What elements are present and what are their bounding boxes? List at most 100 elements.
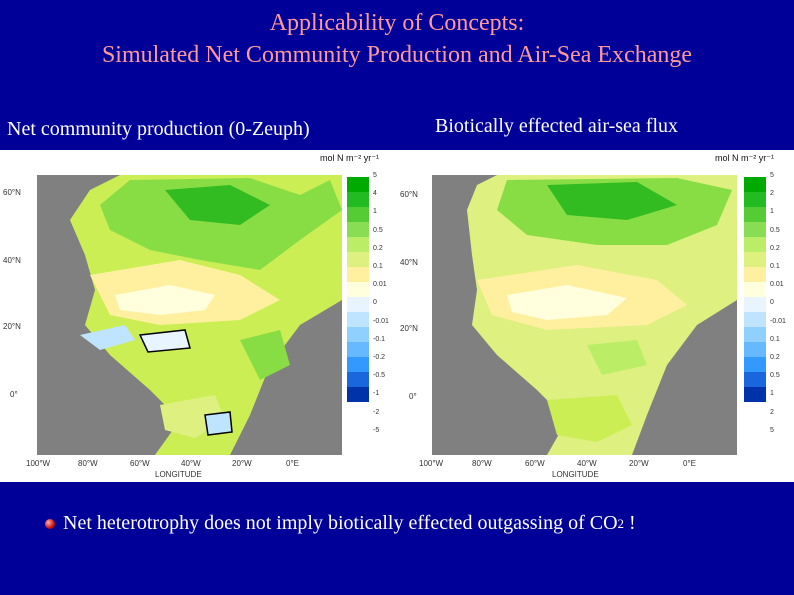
colorbar-tick-label: 0.5 [770, 226, 780, 234]
lon-label: 0°E [286, 459, 299, 468]
lat-label: 40°N [400, 258, 418, 267]
colorbar-swatch [347, 177, 369, 192]
colorbar-swatch [347, 372, 369, 387]
colorbar-swatch [347, 387, 369, 402]
colorbar-tick-label: 0.5 [373, 226, 383, 234]
colorbar-tick-label: 0.2 [770, 244, 780, 252]
ncp-unit-label: mol N m⁻² yr⁻¹ [320, 153, 379, 163]
flux-colorbar [744, 177, 766, 402]
african-upwelling [240, 330, 290, 380]
colorbar-tick-label: 0.2 [770, 354, 780, 361]
colorbar-swatch [347, 297, 369, 312]
colorbar-tick-label: -5 [373, 426, 380, 434]
colorbar-swatch [744, 237, 766, 252]
caribbean-heterotrophy [80, 325, 135, 350]
colorbar-swatch [744, 222, 766, 237]
ncp-map [37, 175, 342, 455]
colorbar-tick-label: 0 [373, 299, 377, 307]
colorbar-swatch [347, 237, 369, 252]
bullet-tail: ! [624, 512, 636, 534]
lon-label: 80°W [472, 459, 492, 468]
lat-label: 60°N [3, 188, 21, 197]
ncp-map-panel: mol N m⁻² yr⁻¹ 60°N 40°N 20°N 0° 100°W 8… [0, 150, 397, 482]
lon-label: 40°W [577, 459, 597, 468]
strong-uptake-patch [547, 182, 677, 220]
lon-label: 60°W [130, 459, 150, 468]
flux-map [432, 175, 737, 455]
colorbar-swatch [744, 372, 766, 387]
lon-label: 100°W [26, 459, 51, 468]
flux-map-panel: mol N m⁻² yr⁻¹ 60°N 40°N 20°N 0° 100°W 8… [397, 150, 794, 482]
lon-label: 0°E [683, 459, 696, 468]
equatorial-region [547, 395, 632, 442]
colorbar-tick-label: -1 [373, 390, 380, 398]
colorbar-tick-label: 0 [770, 299, 774, 307]
lat-label: 60°N [400, 190, 418, 199]
colorbar-swatch [744, 387, 766, 402]
colorbar-swatch [744, 207, 766, 222]
lon-label: 40°W [181, 459, 201, 468]
colorbar-tick-label: 0.1 [770, 263, 780, 270]
lat-label: 20°N [400, 324, 418, 333]
colorbar-swatch [347, 252, 369, 267]
lat-label: 40°N [3, 256, 21, 265]
colorbar-tick-label: -0.5 [373, 372, 386, 380]
colorbar-tick-label: 0.01 [373, 281, 387, 289]
colorbar-swatch [744, 282, 766, 297]
bullet-text: Net heterotrophy does not imply biotical… [63, 512, 618, 534]
equatorial-heterotrophy [204, 411, 233, 436]
colorbar-swatch [347, 357, 369, 372]
colorbar-tick-label: 0.01 [770, 281, 784, 289]
lat-label: 0° [409, 392, 417, 401]
colorbar-swatch [744, 252, 766, 267]
lon-axis-title: LONGITUDE [155, 470, 202, 479]
slide-title-line-2: Simulated Net Community Production and A… [101, 42, 693, 68]
gyre-core [115, 285, 215, 315]
northern-productive-zone [100, 178, 342, 270]
lon-label: 20°W [629, 459, 649, 468]
colorbar-tick-label: -2 [373, 408, 380, 416]
lon-label: 60°W [525, 459, 545, 468]
colorbar-tick-label: 2 [770, 190, 774, 198]
colorbar-swatch [744, 357, 766, 372]
lat-label: 20°N [3, 322, 21, 331]
left-panel-heading: Net community production (0-Zeuph) [7, 118, 310, 140]
right-panel-heading: Biotically effected air-sea flux [435, 115, 679, 137]
colorbar-swatch [744, 267, 766, 282]
colorbar-tick-label: -0.01 [373, 317, 389, 325]
colorbar-tick-label: 2 [770, 408, 774, 416]
colorbar-swatch [744, 312, 766, 327]
colorbar-swatch [744, 327, 766, 342]
colorbar-swatch [744, 192, 766, 207]
gyre-core [507, 285, 627, 320]
colorbar-swatch [744, 297, 766, 312]
colorbar-swatch [347, 207, 369, 222]
colorbar-swatch [347, 222, 369, 237]
lon-label: 80°W [78, 459, 98, 468]
ncp-colorbar [347, 177, 369, 402]
colorbar-tick-label: 0.1 [373, 263, 383, 270]
colorbar-tick-label: 5 [770, 172, 774, 179]
colorbar-tick-label: -0.2 [373, 354, 386, 361]
colorbar-tick-label: 0.5 [770, 372, 780, 380]
bullet-point: Net heterotrophy does not imply biotical… [45, 512, 636, 535]
colorbar-swatch [347, 342, 369, 357]
colorbar-tick-label: 5 [770, 426, 774, 434]
tropical-region [587, 340, 647, 375]
flux-unit-label: mol N m⁻² yr⁻¹ [715, 153, 774, 163]
colorbar-tick-label: 1 [770, 390, 774, 398]
lon-label: 20°W [232, 459, 252, 468]
colorbar-swatch [347, 327, 369, 342]
colorbar-tick-label: 4 [373, 190, 377, 198]
lat-label: 0° [10, 390, 18, 399]
colorbar-swatch [347, 192, 369, 207]
colorbar-tick-label: 1 [770, 208, 774, 216]
slide-title-line-1: Applicability of Concepts: [269, 10, 525, 36]
heterotrophic-patch [138, 329, 191, 353]
colorbar-tick-label: 0.1 [770, 335, 780, 343]
bullet-subscript: 2 [617, 515, 625, 531]
colorbar-swatch [744, 177, 766, 192]
lon-label: 100°W [419, 459, 444, 468]
colorbar-tick-label: 1 [373, 208, 377, 216]
colorbar-tick-label: 0.2 [373, 244, 383, 252]
